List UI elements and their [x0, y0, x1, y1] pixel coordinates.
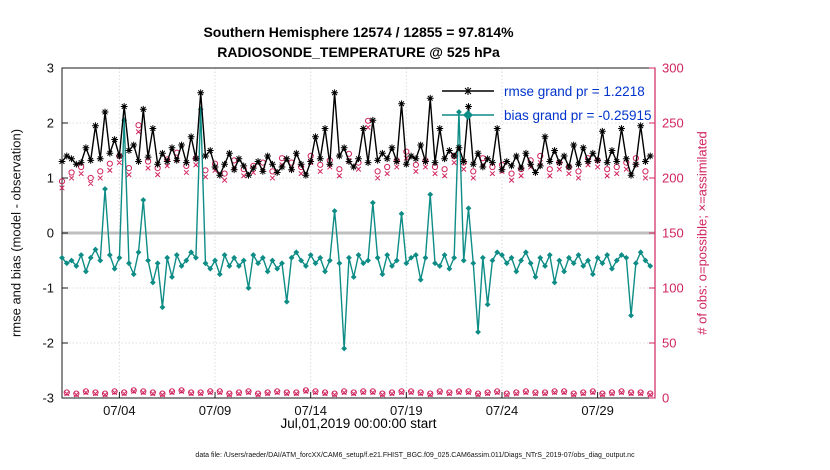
svg-text:300: 300: [662, 61, 684, 76]
svg-text:07/14: 07/14: [294, 403, 327, 418]
x-axis-label: Jul,01,2019 00:00:00 start: [280, 416, 437, 431]
legend-bias-label: bias grand pr = -0.25915: [504, 107, 652, 123]
svg-text:07/09: 07/09: [199, 403, 232, 418]
diamond-marker-icon: [463, 110, 473, 120]
svg-text:250: 250: [662, 116, 684, 131]
svg-text:-1: -1: [42, 281, 54, 296]
svg-text:50: 50: [662, 336, 676, 351]
star-marker-icon: [464, 87, 472, 95]
title-line-1: Southern Hemisphere 12574 / 12855 = 97.8…: [203, 24, 514, 40]
right-axis-ticks: 0 50 100 150 200 250 300: [649, 61, 684, 406]
rmse-line-sample: [442, 87, 494, 95]
svg-text:150: 150: [662, 226, 684, 241]
svg-text:-2: -2: [42, 336, 54, 351]
svg-text:3: 3: [47, 61, 54, 76]
x-axis-ticks: 07/04 07/09 07/14 07/19 07/24 07/29: [103, 392, 614, 418]
svg-text:07/24: 07/24: [486, 403, 519, 418]
svg-text:2: 2: [47, 116, 54, 131]
svg-text:0: 0: [662, 391, 669, 406]
possible-obs-markers: [58, 117, 654, 397]
svg-text:07/29: 07/29: [581, 403, 614, 418]
svg-text:1: 1: [47, 171, 54, 186]
legend: rmse grand pr = 1.2218 bias grand pr = -…: [436, 78, 655, 128]
title-line-2: RADIOSONDE_TEMPERATURE @ 525 hPa: [217, 44, 500, 60]
chart-title: Southern Hemisphere 12574 / 12855 = 97.8…: [62, 22, 655, 62]
data-file-caption: data file: /Users/raeder/DAI/ATM_forcXX/…: [195, 452, 635, 459]
svg-text:-3: -3: [42, 391, 54, 406]
svg-text:100: 100: [662, 281, 684, 296]
left-axis-label: rmse and bias (model - observation): [8, 128, 24, 338]
left-axis-ticks: -3 -2 -1 0 1 2 3: [42, 61, 68, 406]
bias-line-sample: [442, 110, 494, 120]
rmse-series: [58, 89, 654, 179]
svg-text:200: 200: [662, 171, 684, 186]
right-axis-label: # of obs: o=possible; ×=assimilated: [694, 131, 710, 335]
svg-text:07/19: 07/19: [390, 403, 423, 418]
svg-text:0: 0: [47, 226, 54, 241]
legend-entry-rmse: rmse grand pr = 1.2218: [440, 79, 651, 103]
bias-series: [59, 106, 654, 352]
svg-text:07/04: 07/04: [103, 403, 136, 418]
legend-entry-bias: bias grand pr = -0.25915: [440, 103, 651, 127]
legend-rmse-label: rmse grand pr = 1.2218: [504, 83, 645, 99]
